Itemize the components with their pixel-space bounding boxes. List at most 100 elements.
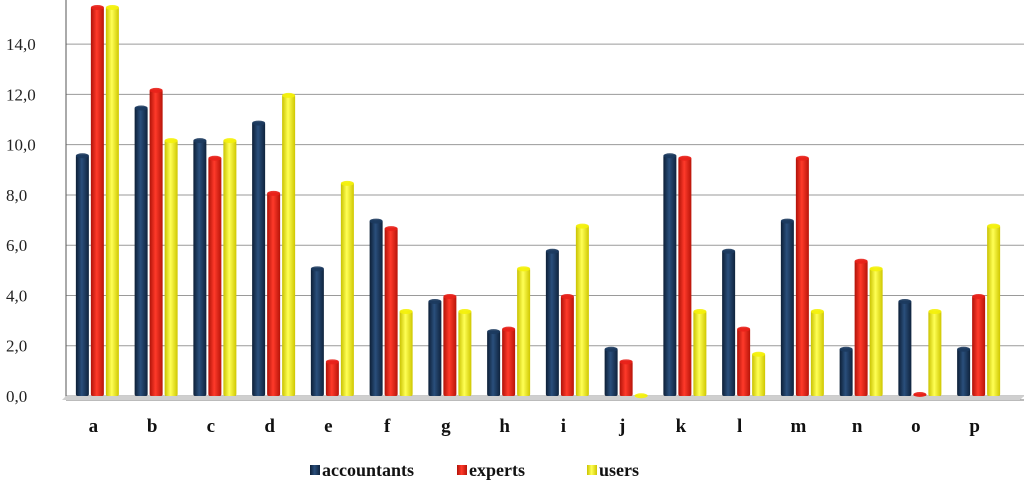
y-tick-label: 8,0 xyxy=(6,186,27,205)
bar-cap xyxy=(134,105,148,111)
bar-experts-n xyxy=(854,258,868,396)
bar-cap xyxy=(193,138,207,144)
bar-accountants-a xyxy=(75,153,89,396)
bar-body xyxy=(987,225,1001,396)
bar-users-n xyxy=(869,266,883,396)
bar-body xyxy=(443,295,457,396)
bar-cap xyxy=(810,309,824,315)
bar-experts-g xyxy=(443,293,457,396)
y-tick-label: 6,0 xyxy=(6,236,27,255)
bar-accountants-n xyxy=(839,346,853,396)
bar-cap xyxy=(619,359,633,365)
bar-cap xyxy=(545,248,559,254)
x-category-label: m xyxy=(790,416,806,437)
bar-body xyxy=(722,250,736,396)
bar-body xyxy=(223,139,237,396)
bar-body xyxy=(839,348,853,396)
bar-experts-e xyxy=(325,359,339,396)
legend-swatch xyxy=(457,465,467,475)
bar-experts-b xyxy=(149,87,163,396)
bar-body xyxy=(795,157,809,396)
bar-users-p xyxy=(987,223,1001,396)
bar-accountants-e xyxy=(310,266,324,396)
bar-accountants-l xyxy=(722,248,736,396)
bar-body xyxy=(208,157,222,396)
bar-users-k xyxy=(693,309,707,396)
bar-experts-l xyxy=(737,326,751,396)
bar-cap xyxy=(722,248,736,254)
bar-cap xyxy=(282,92,296,98)
bar-cap xyxy=(913,391,927,397)
bar-body xyxy=(164,139,178,396)
bar-accountants-g xyxy=(428,299,442,396)
bar-cap xyxy=(928,309,942,315)
bar-body xyxy=(105,6,119,396)
bar-users-b xyxy=(164,138,178,396)
bar-experts-f xyxy=(384,226,398,396)
bar-users-i xyxy=(575,223,589,396)
x-category-label: n xyxy=(852,416,863,437)
bar-accountants-o xyxy=(898,299,912,396)
bar-experts-p xyxy=(972,293,986,396)
bar-body xyxy=(693,310,707,396)
bar-cap xyxy=(693,309,707,315)
bar-cap xyxy=(517,266,531,272)
bar-body xyxy=(854,260,868,396)
legend-item-accountants: accountants xyxy=(310,460,414,480)
bar-cap xyxy=(223,138,237,144)
bar-accountants-d xyxy=(252,120,266,396)
y-tick-labels: 0,0 2,0 4,0 6,0 8,0 10,0 12,0 14,0 xyxy=(6,35,36,406)
x-category-label: j xyxy=(618,416,625,437)
bar-cap xyxy=(149,87,163,93)
bar-body xyxy=(458,310,472,396)
bar-cap xyxy=(780,218,794,224)
bar-cap xyxy=(90,4,104,10)
bar-users-l xyxy=(752,351,766,396)
y-tick-label: 2,0 xyxy=(6,337,27,356)
bar-cap xyxy=(869,266,883,272)
bars xyxy=(75,4,1001,399)
bar-cap xyxy=(105,4,119,10)
bar-body xyxy=(90,6,104,396)
bar-cap xyxy=(458,309,472,315)
bar-body xyxy=(369,220,383,396)
legend-item-users: users xyxy=(587,460,639,480)
bar-cap xyxy=(310,266,324,272)
bar-body xyxy=(869,267,883,396)
bar-body xyxy=(575,225,589,396)
bar-cap xyxy=(957,346,971,352)
x-category-label: h xyxy=(499,416,510,437)
bar-cap xyxy=(443,293,457,299)
x-category-label: f xyxy=(384,416,391,437)
bar-cap xyxy=(267,190,281,196)
bar-users-m xyxy=(810,309,824,396)
bar-users-o xyxy=(928,309,942,396)
bar-body xyxy=(678,157,692,396)
bar-body xyxy=(487,330,501,396)
bar-users-e xyxy=(340,180,354,396)
legend-item-experts: experts xyxy=(457,460,525,480)
legend-label: users xyxy=(599,460,639,480)
bar-accountants-b xyxy=(134,105,148,396)
y-tick-label: 12,0 xyxy=(6,85,36,104)
x-category-label: e xyxy=(324,416,332,437)
bar-body xyxy=(502,328,516,396)
x-category-label: d xyxy=(264,416,275,437)
chart-floor xyxy=(62,396,1024,400)
bar-users-j xyxy=(634,393,648,399)
bar-cap xyxy=(428,299,442,304)
bar-body xyxy=(957,348,971,396)
y-tick-label: 10,0 xyxy=(6,136,36,155)
bar-users-g xyxy=(458,309,472,396)
bar-body xyxy=(340,182,354,396)
bar-body xyxy=(780,220,794,396)
bar-body xyxy=(972,295,986,396)
x-category-label: c xyxy=(207,416,215,437)
bar-accountants-k xyxy=(663,153,677,396)
bar-cap xyxy=(663,153,677,159)
bar-cap xyxy=(325,359,339,365)
bar-cap xyxy=(839,346,853,352)
bar-users-a xyxy=(105,4,119,396)
bar-cap xyxy=(854,258,868,264)
